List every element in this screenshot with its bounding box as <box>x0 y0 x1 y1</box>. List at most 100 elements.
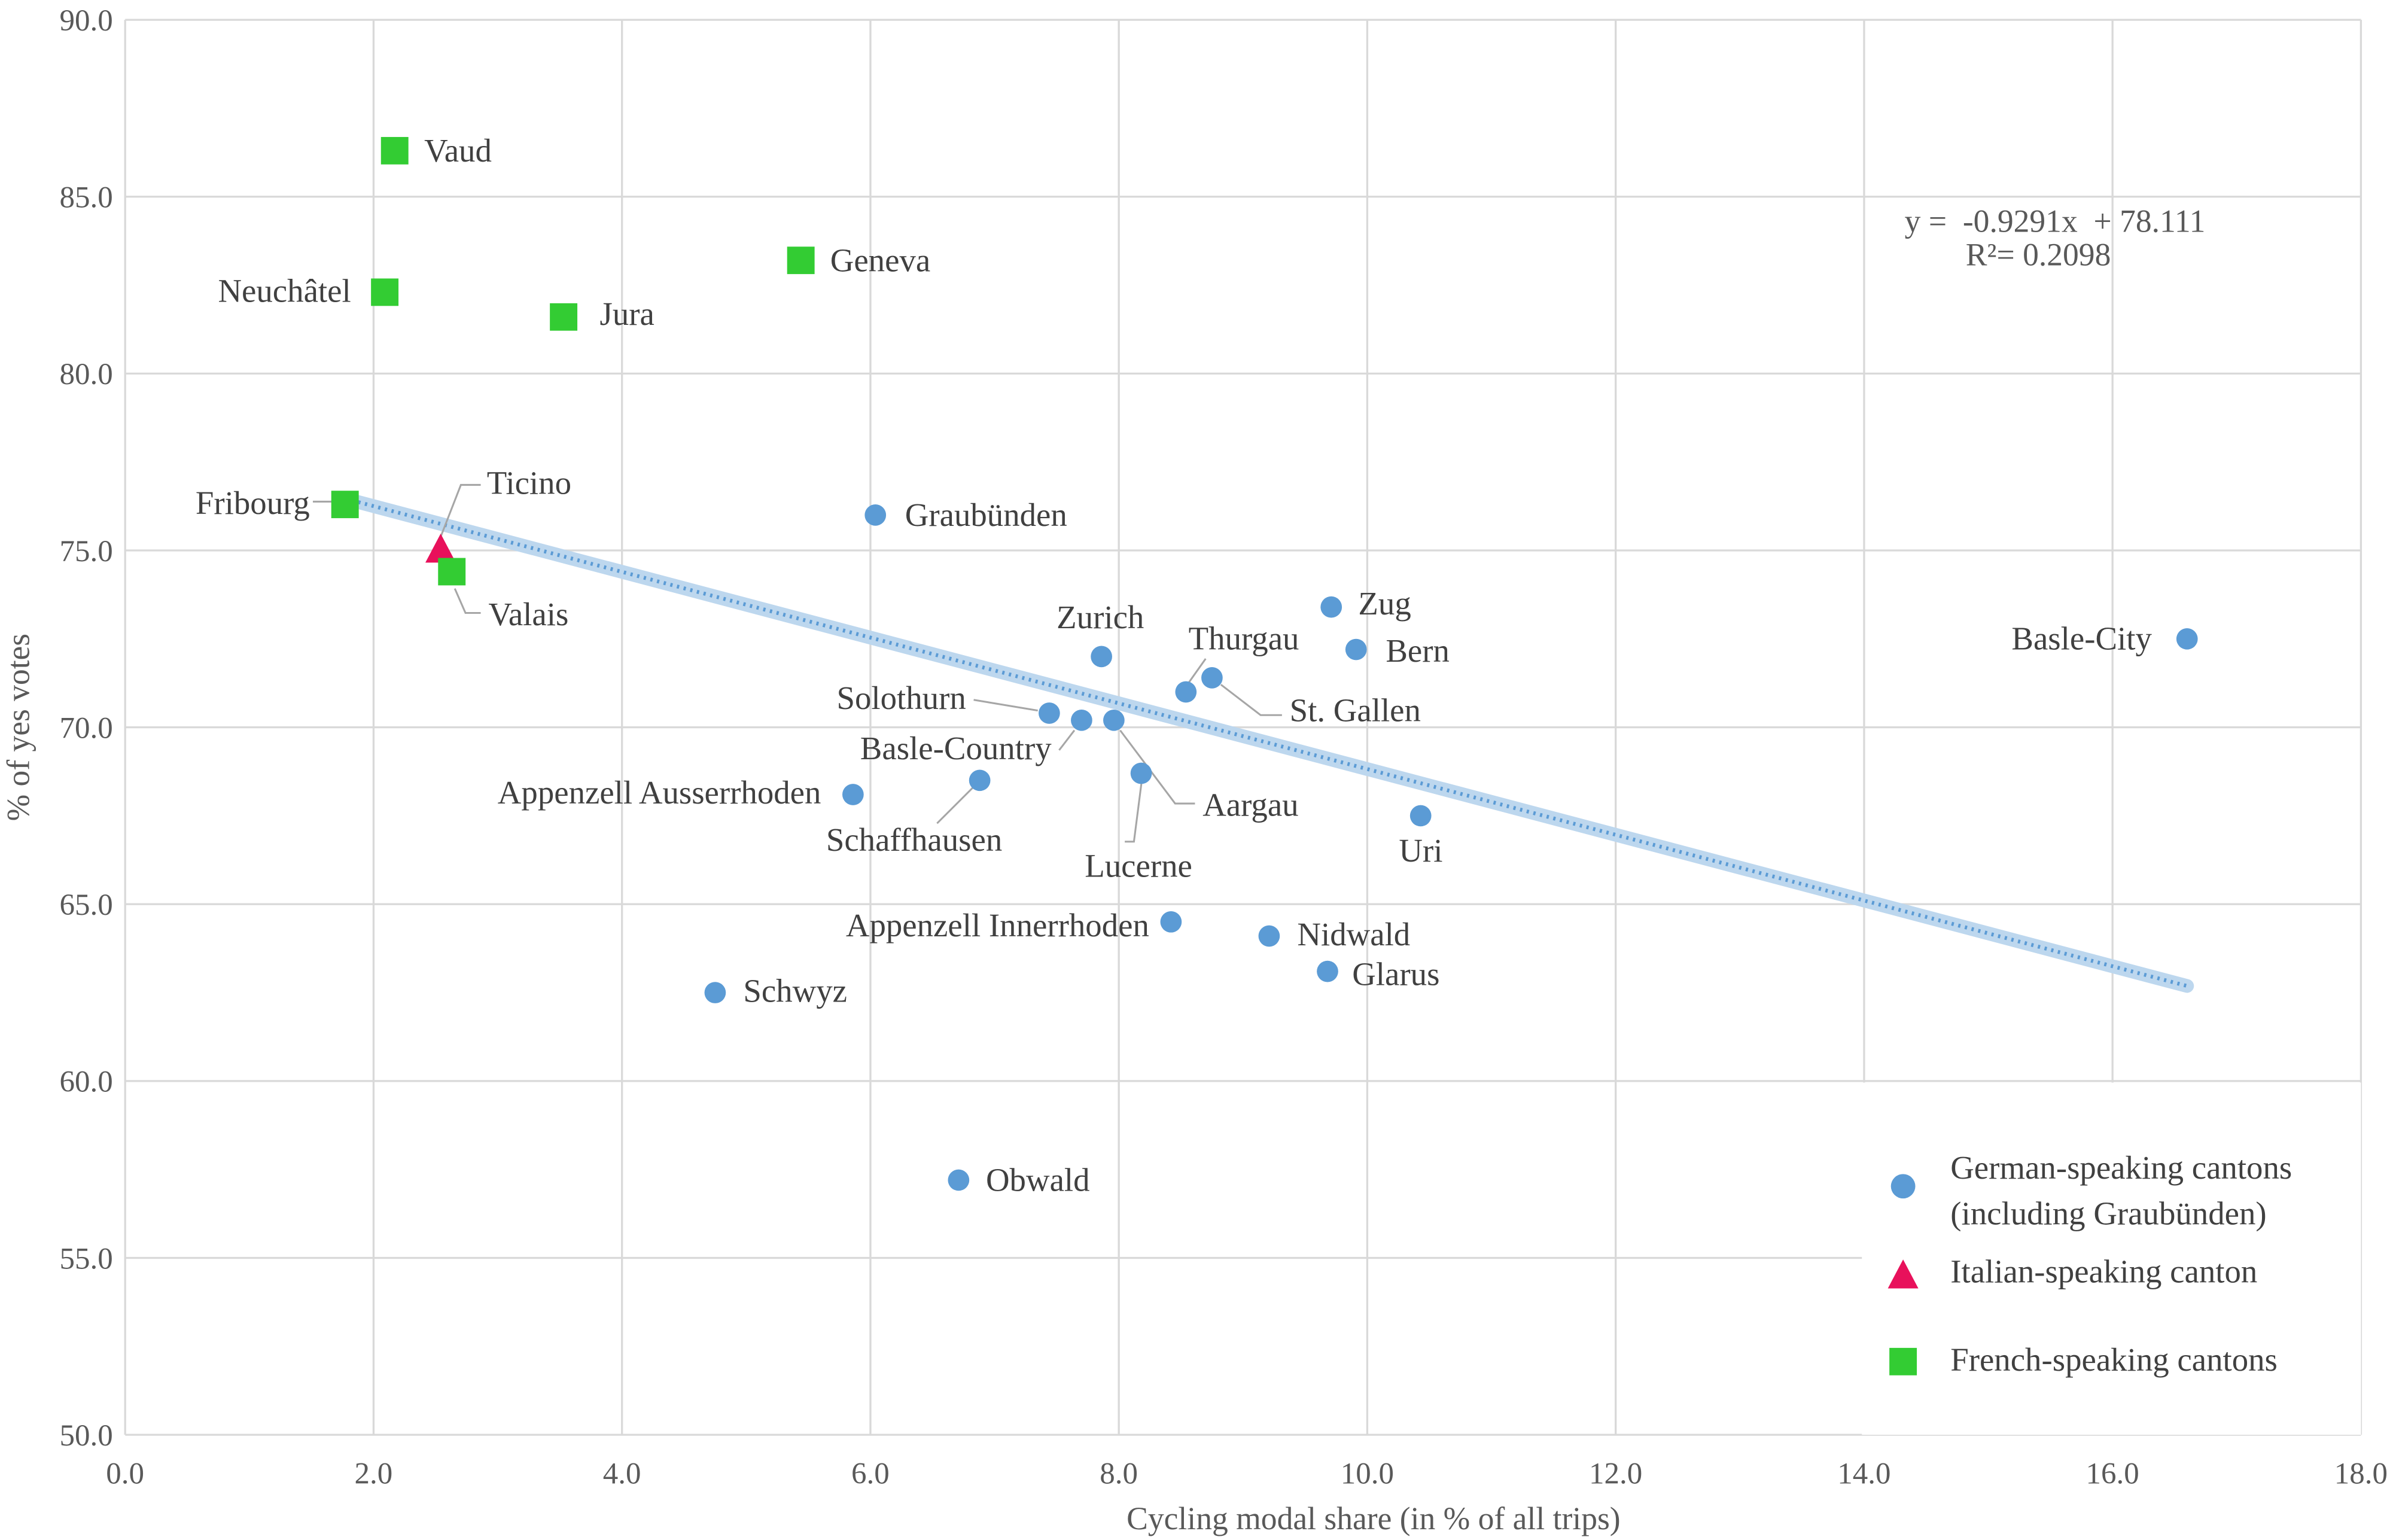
point-thurgau <box>1175 681 1197 703</box>
point-lucerne <box>1130 762 1152 784</box>
point-label: Obwald <box>986 1161 1090 1198</box>
point-label: Zug <box>1358 585 1411 622</box>
point-label: Schwyz <box>743 972 847 1009</box>
point-label: Lucerne <box>1085 847 1192 884</box>
point-label: Ticino <box>487 465 571 501</box>
legend-french: French-speaking cantons <box>1950 1341 2278 1378</box>
leader-line <box>1119 729 1195 805</box>
point-basle-city <box>2176 628 2198 650</box>
legend-box <box>1862 1082 2361 1435</box>
x-tick-label: 10.0 <box>1341 1457 1394 1491</box>
point-schwyz <box>704 982 726 1003</box>
point-label: Appenzell Innerrhoden <box>846 907 1149 944</box>
point-schaffhausen <box>969 769 991 792</box>
point-nidwald <box>1258 925 1280 947</box>
point-basle-country <box>1071 709 1092 731</box>
legend-circle-marker <box>1890 1174 1916 1199</box>
y-tick-label: 85.0 <box>59 181 112 215</box>
point-aargau <box>1103 709 1125 731</box>
legend-square-marker <box>1889 1347 1917 1375</box>
point-vaud <box>380 136 409 165</box>
y-tick-label: 75.0 <box>59 535 112 568</box>
x-tick-label: 4.0 <box>603 1457 641 1491</box>
point-solothurn <box>1039 702 1060 724</box>
point-obwald <box>948 1169 970 1191</box>
y-axis-title: % of yes votes <box>0 634 36 821</box>
point-zug <box>1320 596 1342 618</box>
point-label: Jura <box>600 296 654 332</box>
leader-line <box>453 588 481 614</box>
leader-line <box>1220 684 1282 716</box>
y-tick-label: 90.0 <box>59 4 112 38</box>
point-label: Appenzell Ausserrhoden <box>498 774 821 811</box>
leader-line <box>1186 658 1207 686</box>
y-tick-label: 55.0 <box>59 1242 112 1276</box>
y-tick-label: 50.0 <box>59 1419 112 1453</box>
y-tick-label: 70.0 <box>59 712 112 745</box>
y-tick-label: 80.0 <box>59 358 112 391</box>
y-tick-label: 65.0 <box>59 888 112 922</box>
point-label: Bern <box>1386 632 1450 669</box>
point-jura <box>550 303 578 331</box>
trend-equation: y = -0.9291x + 78.111 R²= 0.2098 <box>1905 203 2206 272</box>
x-tick-label: 6.0 <box>851 1457 890 1491</box>
leader-lines <box>312 483 1282 843</box>
legend-italian: Italian-speaking canton <box>1950 1253 2257 1289</box>
x-tick-label: 0.0 <box>106 1457 144 1491</box>
x-tick-label: 16.0 <box>2086 1457 2139 1491</box>
point-valais <box>438 558 466 586</box>
equation-text: y = -0.9291x + 78.111 <box>1905 203 2206 239</box>
point-bern <box>1345 638 1367 661</box>
point-st-gallen <box>1201 667 1223 689</box>
point-label: Valais <box>488 596 568 632</box>
point-label: Geneva <box>830 242 930 279</box>
data-points <box>331 136 2198 1191</box>
point-label: Zurich <box>1057 599 1144 635</box>
point-label: Fribourg <box>196 485 310 521</box>
point-label: Glarus <box>1352 955 1439 992</box>
point-uri <box>1409 805 1432 827</box>
x-tick-label: 18.0 <box>2334 1457 2388 1491</box>
point-fribourg <box>331 491 359 519</box>
leader-line <box>1058 729 1076 751</box>
point-label: Neuchâtel <box>218 273 351 309</box>
point-labels: Graubünden Zurich Zug Bern Basle-City Thurgau… <box>196 132 2153 1198</box>
x-tick-label: 14.0 <box>1837 1457 1890 1491</box>
point-glarus <box>1317 960 1338 982</box>
point-label: Basle-City <box>2011 620 2152 657</box>
point-label: Basle-Country <box>860 730 1052 766</box>
point-label: Vaud <box>424 132 492 169</box>
x-tick-label: 2.0 <box>355 1457 393 1491</box>
y-tick-label: 60.0 <box>59 1066 112 1099</box>
point-label: Aargau <box>1202 786 1298 823</box>
legend-german-sub: (including Graubünden) <box>1950 1195 2266 1231</box>
point-label: Schaffhausen <box>826 821 1002 858</box>
r-squared-text: R²= 0.2098 <box>1966 236 2111 272</box>
point-label: Nidwald <box>1297 916 1410 952</box>
point-ticino <box>425 533 456 563</box>
point-geneva <box>787 246 815 275</box>
point-appenzell-innerrhoden <box>1160 911 1182 933</box>
point-zurich <box>1091 646 1112 668</box>
legend-german: German-speaking cantons <box>1950 1149 2292 1186</box>
point-label: Thurgau <box>1189 620 1299 657</box>
point-neuch-tel <box>371 278 399 306</box>
x-axis-title: Cycling modal share (in % of all trips) <box>1127 1501 1620 1536</box>
x-tick-label: 12.0 <box>1589 1457 1642 1491</box>
legend: German-speaking cantons (including Graub… <box>1862 1082 2361 1435</box>
legend-triangle-marker <box>1887 1259 1919 1289</box>
point-label: Graubünden <box>905 497 1067 533</box>
leader-line <box>1125 782 1143 843</box>
leader-line <box>439 483 481 540</box>
point-appenzell-ausserrhoden <box>842 784 864 805</box>
trendline <box>338 491 2194 993</box>
point-label: Solothurn <box>836 680 966 716</box>
point-label: St. Gallen <box>1290 692 1421 728</box>
leader-line <box>936 786 975 824</box>
trendline-dots <box>344 497 2188 988</box>
x-tick-label: 8.0 <box>1100 1457 1138 1491</box>
point-label: Uri <box>1399 832 1442 869</box>
leader-line <box>973 699 1038 712</box>
point-graub-nden <box>864 504 887 526</box>
